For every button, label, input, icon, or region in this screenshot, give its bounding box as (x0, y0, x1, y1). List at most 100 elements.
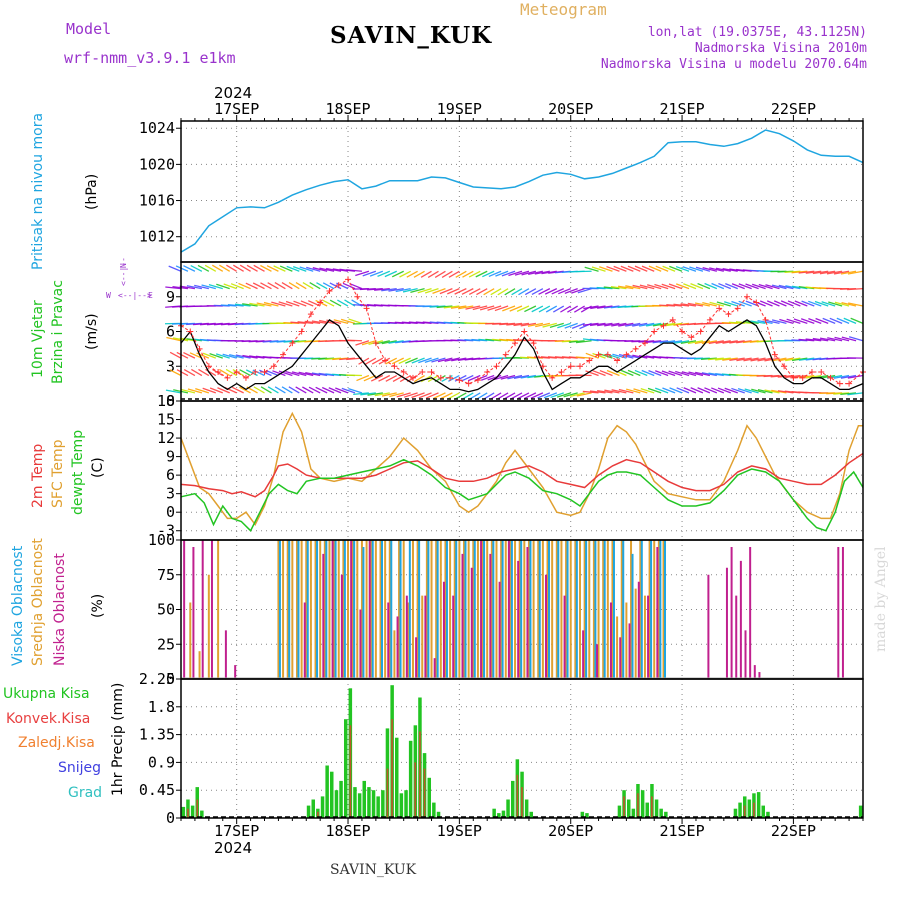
wind-barb (316, 282, 328, 290)
wind-barb (850, 317, 864, 324)
precip-conv-bar (637, 793, 639, 818)
precip-total-bar (357, 793, 362, 818)
precip-conv-bar (516, 774, 519, 818)
wind-gust-marker (224, 374, 231, 381)
wind-barb (681, 371, 697, 377)
wind-barb (369, 270, 384, 277)
precip-total-bar (311, 799, 315, 818)
wind-barb (640, 387, 655, 394)
wind-barb (431, 357, 446, 363)
wind-barb (524, 288, 537, 296)
wind-barb (764, 319, 780, 325)
day-label-bottom: 19SEP (437, 822, 482, 840)
wind-barb (434, 270, 446, 278)
wind-barb (406, 270, 418, 278)
precip-total-bar (334, 790, 339, 818)
wind-barb (340, 318, 356, 325)
wind-barb (223, 283, 237, 290)
wind-barb (311, 372, 328, 377)
wind-barb (166, 336, 182, 342)
precip-conv-bar (423, 768, 426, 818)
wind-barb (791, 374, 808, 379)
wind-barb (666, 322, 683, 327)
wind-barb (288, 281, 300, 290)
wind-barb (683, 283, 697, 290)
wind-barb (645, 340, 662, 344)
wind-barb (751, 283, 766, 290)
wind-barb (253, 264, 265, 272)
wind-barb (603, 286, 620, 290)
wind-gust-marker (549, 374, 556, 381)
wind-barb (295, 281, 307, 290)
wind-barb (604, 389, 620, 394)
wind-barb (187, 388, 203, 394)
wind-barb (676, 387, 690, 394)
wind-barb (321, 386, 335, 394)
wind-barb (771, 357, 787, 362)
precip-total-bar (659, 808, 663, 818)
wind-barb (367, 392, 383, 396)
wind-barb (583, 305, 599, 310)
wind-gust-marker (270, 363, 277, 370)
day-label-bottom: 22SEP (771, 822, 816, 840)
pressure-ytick-label: 1020 (139, 155, 175, 173)
wind-barb (279, 265, 293, 272)
wind-barb (195, 388, 210, 394)
wind-barb (204, 264, 217, 272)
wind-barb (271, 301, 286, 307)
wind-barb (604, 322, 620, 327)
precip-conv-bar (753, 802, 755, 818)
wind-gust-marker (558, 369, 565, 376)
temperature-ytick-label: 18 (157, 392, 175, 410)
wind-barb (709, 301, 724, 307)
wind-barb (662, 387, 676, 394)
wind-barb (169, 369, 182, 377)
wind-barb (208, 283, 223, 290)
wind-gust-marker (623, 351, 630, 358)
wind-barb (183, 351, 196, 359)
wind-barb (468, 270, 481, 278)
wind-barb (395, 288, 411, 293)
precip-conv-bar (623, 796, 625, 818)
wind-gust-marker (641, 340, 648, 347)
wind-barb (836, 317, 850, 324)
wind-barb (793, 318, 808, 325)
wind-barb (805, 270, 822, 274)
wind-barb (646, 284, 662, 290)
wind-barb (353, 392, 369, 396)
wind-barb (298, 371, 314, 377)
wind-barb (718, 282, 732, 290)
wind-barb (560, 305, 572, 313)
wind-barb (709, 267, 724, 272)
wind-barb (551, 288, 565, 295)
wind-barb (266, 265, 279, 272)
temperature-ytick-label: -3 (157, 522, 175, 540)
wind-barb (246, 264, 258, 272)
wind-barb (450, 305, 467, 309)
wind-barb (346, 357, 362, 361)
wind-barb (826, 270, 843, 275)
year-top: 2024 (214, 84, 253, 102)
wind-barb (389, 392, 404, 398)
wind-barb (689, 266, 704, 272)
wind-barb (695, 266, 711, 272)
wind-gust-marker (298, 328, 305, 335)
wind-barb (841, 336, 857, 342)
wind-gust-marker (484, 369, 491, 376)
wind-barb (179, 285, 196, 290)
compass-north: <--|--> (119, 258, 128, 286)
wind-barb (309, 282, 321, 290)
wind-barb (348, 318, 363, 325)
wind-barb (315, 299, 328, 307)
wind-gust-marker (335, 282, 342, 289)
wind-barb (403, 392, 418, 398)
wind-barb (265, 369, 279, 377)
precip-total-bar (756, 792, 761, 818)
wind-barb (751, 388, 766, 394)
wind-barb (245, 282, 258, 290)
wind-barb (252, 282, 265, 290)
wind-barb (777, 374, 794, 378)
wind-barb (786, 318, 801, 325)
wind-barb (281, 281, 293, 290)
